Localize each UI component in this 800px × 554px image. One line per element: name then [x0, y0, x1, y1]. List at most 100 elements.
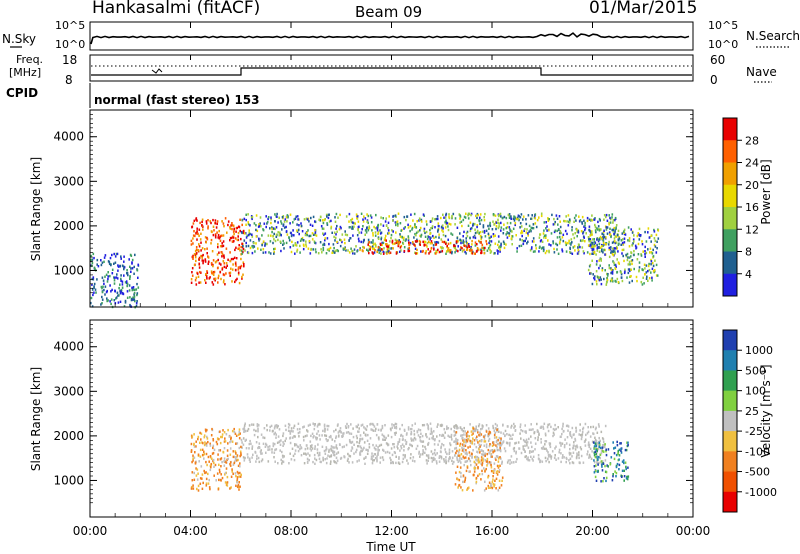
echo-cell [242, 247, 245, 251]
echo-cell [475, 437, 477, 440]
echo-cell [367, 229, 370, 232]
echo-cell [532, 227, 535, 230]
echo-cell [330, 445, 333, 448]
echo-cell [552, 427, 555, 431]
echo-cell [531, 217, 533, 220]
echo-cell [492, 451, 494, 454]
echo-cell [607, 243, 610, 246]
echo-cell [262, 240, 265, 243]
echo-cell [137, 276, 139, 279]
echo-cell [234, 472, 237, 475]
echo-cell [498, 222, 500, 225]
echo-cell [553, 222, 556, 226]
echo-cell [530, 423, 532, 426]
echo-cell [462, 239, 465, 242]
echo-cell [232, 450, 235, 453]
echo-cell [377, 448, 379, 451]
echo-cell [240, 249, 243, 252]
echo-cell [391, 453, 394, 457]
echo-cell [464, 478, 466, 482]
echo-cell [248, 229, 250, 232]
echo-cell [598, 250, 601, 253]
echo-cell [442, 434, 445, 437]
echo-cell [289, 246, 292, 249]
echo-cell [559, 225, 562, 229]
echo-cell [374, 234, 377, 237]
echo-cell [502, 423, 504, 426]
echo-cell [363, 238, 365, 242]
echo-cell [277, 462, 279, 465]
echo-cell [470, 430, 473, 433]
echo-cell [545, 459, 547, 463]
echo-cell [306, 460, 309, 463]
echo-cell [492, 235, 495, 238]
echo-cell [202, 441, 204, 445]
echo-cell [532, 459, 534, 462]
echo-cell [579, 429, 581, 432]
echo-cell [613, 263, 616, 266]
echo-cell [601, 446, 604, 449]
echo-cell [645, 271, 648, 274]
echo-cell [113, 279, 116, 282]
echo-cell [522, 445, 524, 448]
echo-cell [478, 219, 481, 223]
echo-cell [598, 242, 601, 246]
echo-cell [421, 434, 424, 438]
echo-cell [627, 268, 630, 271]
echo-cell [292, 430, 294, 433]
echo-cell [353, 225, 355, 228]
echo-cell [592, 432, 595, 436]
echo-cell [455, 424, 457, 427]
echo-cell [476, 225, 478, 229]
echo-cell [235, 442, 237, 445]
echo-cell [482, 226, 485, 229]
echo-cell [565, 242, 568, 245]
echo-cell [358, 427, 360, 430]
echo-cell [305, 245, 308, 248]
echo-cell [303, 462, 306, 465]
echo-cell [382, 458, 385, 462]
echo-cell [633, 267, 635, 271]
echo-cell [492, 220, 494, 223]
echo-cell [603, 443, 605, 447]
echo-cell [515, 234, 517, 237]
echo-cell [470, 251, 473, 255]
echo-cell [526, 441, 529, 444]
velocity-echo-field [190, 422, 630, 492]
echo-cell [514, 442, 516, 445]
echo-cell [466, 438, 469, 441]
echo-cell [280, 249, 282, 253]
echo-cell [606, 278, 609, 282]
echo-cell [103, 256, 106, 259]
echo-cell [622, 459, 625, 462]
echo-cell [359, 439, 361, 443]
echo-cell [427, 427, 430, 431]
colorbar-tick-label: 12 [745, 223, 759, 236]
echo-cell [466, 459, 469, 463]
echo-cell [190, 243, 193, 246]
echo-cell [538, 250, 540, 253]
echo-cell [509, 437, 511, 440]
echo-cell [456, 236, 459, 240]
echo-cell [630, 259, 633, 263]
echo-cell [115, 296, 118, 299]
echo-cell [234, 248, 236, 252]
echo-cell [286, 216, 288, 219]
echo-cell [375, 213, 377, 217]
echo-cell [473, 465, 476, 469]
echo-cell [481, 472, 484, 476]
echo-cell [245, 213, 247, 216]
echo-cell [404, 454, 406, 457]
echo-cell [222, 450, 224, 454]
echo-cell [615, 241, 618, 244]
echo-cell [282, 432, 285, 435]
echo-cell [352, 221, 355, 225]
echo-cell [459, 221, 461, 224]
echo-cell [374, 244, 377, 247]
echo-cell [256, 229, 259, 233]
echo-cell [352, 435, 355, 439]
echo-cell [530, 217, 532, 220]
echo-cell [377, 223, 380, 227]
echo-cell [515, 452, 517, 455]
echo-cell [501, 442, 503, 446]
